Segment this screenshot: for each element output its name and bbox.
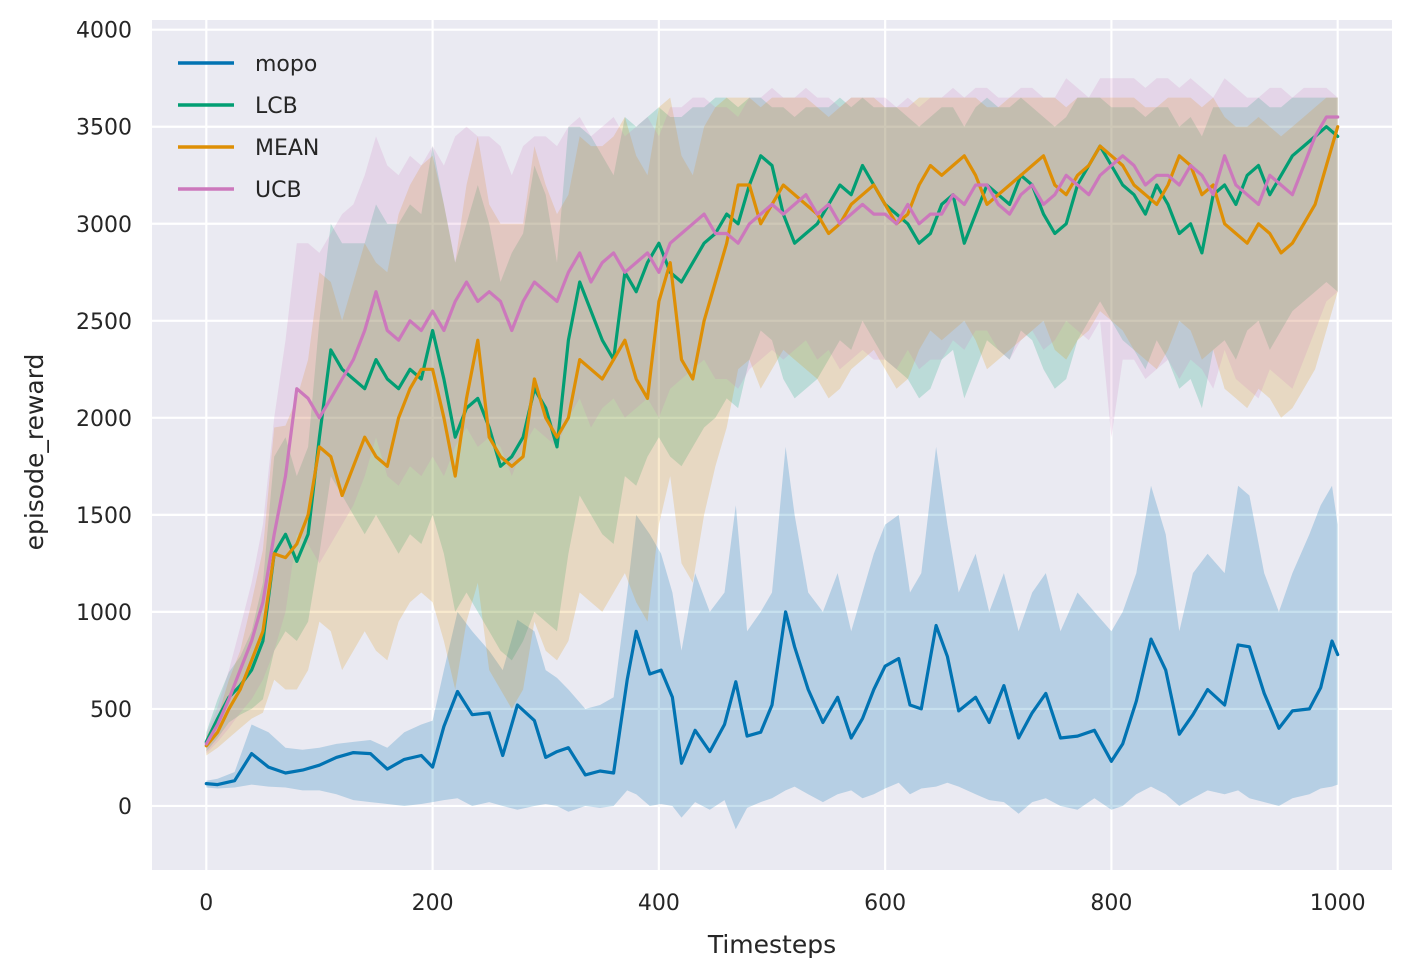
x-tick-label: 800 xyxy=(1090,891,1132,916)
y-tick-label: 2000 xyxy=(76,407,132,432)
band-mopo xyxy=(206,446,1338,830)
y-axis-label: episode_reward xyxy=(20,354,49,551)
band-mean xyxy=(206,97,1338,756)
x-tick-label: 1000 xyxy=(1310,891,1366,916)
y-tick-label: 4000 xyxy=(76,19,132,44)
series-lines xyxy=(204,115,1340,787)
y-tick-label: 1500 xyxy=(76,504,132,529)
legend-label-mean: MEAN xyxy=(255,136,319,161)
series-line-ucb xyxy=(204,115,1340,746)
y-tick-label: 2500 xyxy=(76,310,132,335)
x-tick-label: 200 xyxy=(412,891,454,916)
band-ucb xyxy=(206,78,1338,754)
band-lcb xyxy=(206,97,1338,752)
x-tick-label: 600 xyxy=(864,891,906,916)
series-line-mopo xyxy=(204,610,1340,787)
y-tick-label: 1000 xyxy=(76,601,132,626)
x-tick-label: 400 xyxy=(638,891,680,916)
legend: mopo LCB MEAN UCB xyxy=(178,52,319,203)
x-axis-ticks: 0 200 400 600 800 1000 xyxy=(199,891,1365,916)
legend-label-ucb: UCB xyxy=(255,178,302,203)
y-axis-ticks: 0 500 1000 1500 2000 2500 3000 3500 4000 xyxy=(76,19,132,820)
y-tick-label: 0 xyxy=(118,795,132,820)
legend-label-mopo: mopo xyxy=(255,52,317,77)
series-line-lcb xyxy=(204,125,1340,744)
confidence-bands xyxy=(206,78,1338,830)
grid xyxy=(152,20,1392,870)
x-axis-label: Timesteps xyxy=(707,930,836,959)
y-tick-label: 500 xyxy=(90,698,132,723)
x-tick-label: 0 xyxy=(199,891,213,916)
legend-label-lcb: LCB xyxy=(255,94,298,119)
y-tick-label: 3500 xyxy=(76,116,132,141)
y-tick-label: 3000 xyxy=(76,213,132,238)
